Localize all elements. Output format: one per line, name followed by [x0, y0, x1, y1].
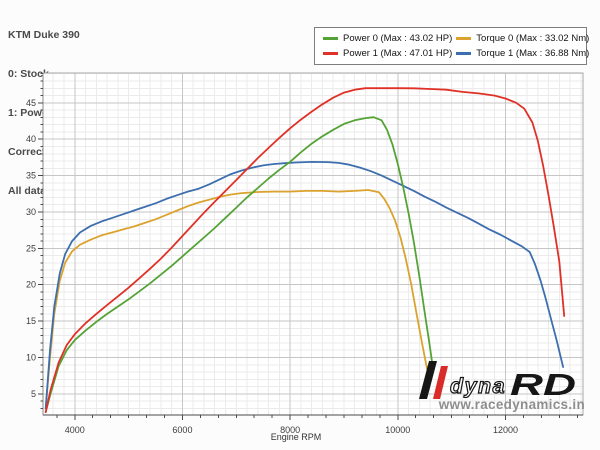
x-tick-label: 10000	[385, 425, 410, 435]
logo-black-slash	[419, 361, 437, 399]
legend-label-power-1: Power 1 (Max : 47.01 HP)	[343, 48, 453, 59]
legend-item-torque-0: Torque 0 (Max : 33.02 Nm)	[452, 33, 589, 44]
legend-swatch-torque-1	[456, 52, 472, 55]
logo-red-slash	[433, 366, 448, 399]
website-watermark: www.racedynamics.in	[438, 397, 585, 412]
legend-item-torque-1: Torque 1 (Max : 36.88 Nm)	[452, 48, 589, 59]
x-tick-label: 8000	[280, 425, 300, 435]
chart-legend: Power 0 (Max : 43.02 HP) Torque 0 (Max :…	[314, 27, 589, 65]
y-tick-label: 25	[26, 243, 36, 253]
curve-torque-0	[44, 189, 429, 410]
y-tick-label: 10	[26, 353, 36, 363]
y-tick-label: 40	[26, 134, 36, 144]
y-tick-label: 15	[26, 316, 36, 326]
curve-power-0	[44, 116, 435, 414]
curve-torque-1	[44, 160, 564, 410]
y-tick-label: 5	[31, 389, 36, 399]
y-tick-label: 30	[26, 207, 36, 217]
y-tick-label: 35	[26, 171, 36, 181]
dyna-rd-logo-graphic: dyna RD	[419, 361, 576, 402]
x-tick-label: 6000	[172, 425, 192, 435]
dyna-rd-logo: dyna RD	[416, 360, 588, 402]
legend-label-power-0: Power 0 (Max : 43.02 HP)	[343, 33, 453, 44]
run-0-label: 0: Stock	[8, 68, 49, 80]
legend-swatch-power-0	[323, 37, 338, 40]
vehicle-title: KTM Duke 390	[8, 29, 80, 41]
x-tick-label: 4000	[65, 425, 85, 435]
legend-swatch-torque-0	[456, 37, 472, 40]
x-tick-label: 12000	[493, 425, 518, 435]
legend-label-torque-1: Torque 1 (Max : 36.88 Nm)	[476, 48, 590, 59]
y-tick-label: 45	[26, 98, 36, 108]
legend-swatch-power-1	[323, 52, 338, 55]
y-tick-label: 20	[26, 280, 36, 290]
legend-item-power-0: Power 0 (Max : 43.02 HP)	[319, 33, 452, 44]
legend-label-torque-0: Torque 0 (Max : 33.02 Nm)	[476, 33, 590, 44]
legend-item-power-1: Power 1 (Max : 47.01 HP)	[319, 48, 452, 59]
curve-power-1	[44, 87, 566, 414]
logo-text-rd: RD	[510, 367, 576, 402]
x-axis-title: Engine RPM	[271, 432, 322, 442]
logo-text-dyna: dyna	[450, 375, 506, 398]
